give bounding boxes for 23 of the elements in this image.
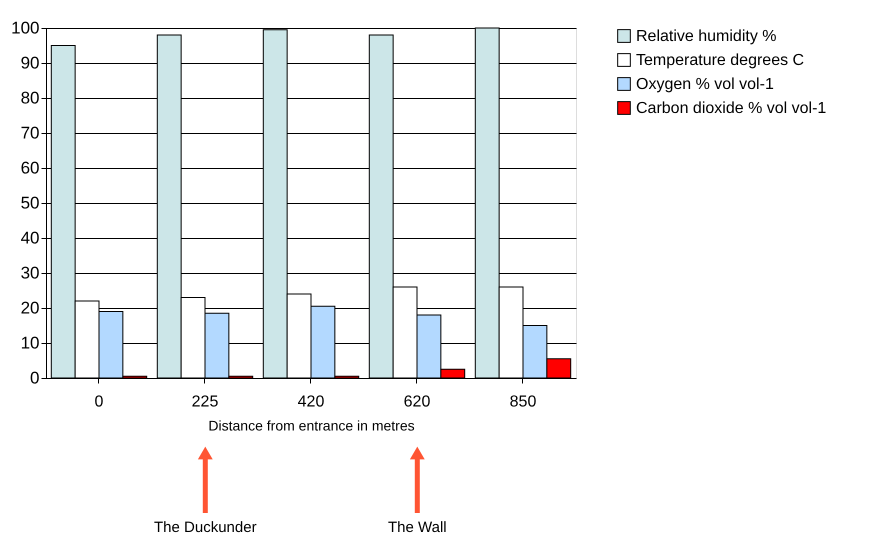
- x-tick-label: 620: [404, 394, 430, 410]
- x-tick-label: 0: [94, 394, 104, 410]
- legend-label: Relative humidity %: [636, 28, 776, 45]
- x-tick-label: 420: [298, 394, 324, 410]
- x-tick-label: 225: [192, 394, 218, 410]
- legend-label: Carbon dioxide % vol vol-1: [636, 100, 826, 117]
- legend-label: Oxygen % vol vol-1: [636, 76, 774, 93]
- y-tick-label: 40: [20, 228, 40, 248]
- text: The Duckunder: [154, 519, 257, 536]
- y-tick-label: 0: [30, 368, 40, 388]
- y-tick-label: 60: [20, 158, 40, 178]
- y-tick-label: 50: [20, 194, 40, 212]
- y-tick-label: 70: [20, 124, 40, 142]
- text: The Wall: [388, 519, 447, 536]
- y-tick-label: 90: [20, 54, 40, 72]
- y-tick-label: 30: [20, 264, 40, 282]
- y-tick-label: 10: [20, 334, 40, 352]
- legend-label: Temperature degrees C: [636, 52, 804, 69]
- y-tick-label: 100: [11, 18, 40, 38]
- y-tick-label: 20: [20, 298, 40, 318]
- y-tick-label: 80: [20, 88, 40, 108]
- x-tick-label: 850: [510, 394, 536, 410]
- x-axis-title: Distance from entrance in metres: [208, 418, 415, 434]
